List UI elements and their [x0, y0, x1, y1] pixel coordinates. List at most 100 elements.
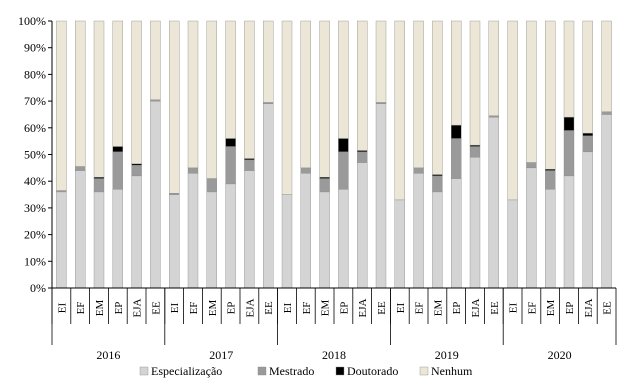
- y-tick-label: 10%: [24, 254, 46, 268]
- legend-label: Doutorado: [347, 364, 398, 378]
- bar-segment-mestrado: [319, 178, 330, 193]
- x-category-label: EP: [338, 302, 350, 315]
- bar-segment-especializa-o: [488, 116, 499, 289]
- bar-segment-especializa-o: [582, 151, 593, 289]
- legend-swatch: [335, 366, 345, 376]
- bar-segment-mestrado: [338, 151, 349, 190]
- x-category-label: EF: [75, 302, 87, 315]
- bar-segment-doutorado: [244, 158, 255, 161]
- x-category-label: EM: [94, 300, 106, 317]
- y-tick-label: 100%: [18, 14, 46, 28]
- legend-swatch: [257, 366, 267, 376]
- bar-segment-especializa-o: [112, 189, 124, 289]
- bar-segment-nenhum: [451, 20, 462, 126]
- bar-segment-mestrado: [244, 159, 255, 171]
- x-category-label: EP: [113, 302, 125, 315]
- x-category-label: EM: [545, 300, 557, 317]
- bar-segment-nenhum: [319, 20, 330, 178]
- x-category-label: EE: [376, 301, 388, 315]
- x-category-label: EE: [263, 301, 275, 315]
- bar-segment-especializa-o: [375, 103, 387, 289]
- x-category-label: EJA: [132, 298, 144, 317]
- x-axis: EI EF EM EP EJA EE EI EF EM EP EJA EE EI EF EM EP EJA EE E…: [51, 287, 617, 362]
- bar-segment-especializa-o: [263, 103, 274, 289]
- x-category-label: EI: [56, 302, 68, 313]
- bar-segment-doutorado: [469, 144, 481, 147]
- bar-segment-especializa-o: [300, 172, 311, 289]
- bar-segment-especializa-o: [563, 175, 575, 289]
- legend: Especialização Mestrado Doutorado Nenhum: [139, 364, 473, 378]
- x-category-label: EF: [301, 302, 313, 315]
- x-category-label: EM: [320, 300, 332, 317]
- x-category-label: EJA: [244, 298, 256, 317]
- bar-segment-especializa-o: [394, 199, 405, 289]
- bar-segment-nenhum: [469, 20, 481, 146]
- bar-segment-nenhum: [168, 20, 180, 194]
- bar-segment-mestrado: [451, 138, 462, 179]
- legend-label: Mestrado: [269, 364, 314, 378]
- x-category-label: EF: [188, 302, 200, 315]
- bar-segment-nenhum: [131, 20, 142, 165]
- y-tick-label: 70%: [24, 94, 46, 108]
- bar-segment-mestrado: [263, 102, 274, 104]
- legend-swatch: [139, 366, 149, 376]
- bar-segment-mestrado: [112, 151, 124, 190]
- x-category-label: EI: [282, 302, 294, 313]
- bar-segment-doutorado: [93, 176, 105, 179]
- bar-segment-especializa-o: [168, 194, 180, 289]
- bar-segment-nenhum: [112, 20, 124, 147]
- bar-segment-mestrado: [582, 135, 593, 153]
- bar-segment-mestrado: [187, 167, 199, 174]
- legend-label: Especialização: [151, 364, 222, 378]
- bar-segment-mestrado: [206, 178, 218, 193]
- bar-segment-especializa-o: [93, 191, 105, 289]
- bar-segment-nenhum: [244, 20, 255, 159]
- x-group-label: 2020: [548, 348, 572, 362]
- bar-segment-especializa-o: [281, 194, 293, 289]
- bar-segment-nenhum: [56, 20, 67, 191]
- bar-segment-mestrado: [74, 166, 86, 171]
- bar-segment-nenhum: [545, 20, 556, 170]
- bar-segment-especializa-o: [131, 175, 142, 289]
- y-tick-label: 0%: [30, 281, 46, 295]
- x-category-label: EP: [451, 302, 463, 315]
- bars: [56, 20, 612, 289]
- y-tick-label: 40%: [24, 174, 46, 188]
- bar-segment-nenhum: [206, 20, 218, 179]
- bar-segment-especializa-o: [244, 170, 255, 289]
- x-category-label: EP: [226, 302, 238, 315]
- x-category-label: EF: [526, 302, 538, 315]
- bar-segment-especializa-o: [74, 170, 86, 289]
- bar-segment-nenhum: [432, 20, 443, 175]
- bar-segment-nenhum: [563, 20, 575, 118]
- y-tick-label: 30%: [24, 201, 46, 215]
- bar-segment-mestrado: [563, 130, 575, 177]
- bar-segment-mestrado: [545, 170, 556, 190]
- x-group-label: 2016: [96, 348, 120, 362]
- bar-segment-especializa-o: [56, 191, 67, 289]
- bar-segment-nenhum: [150, 20, 161, 100]
- y-tick-label: 90%: [24, 41, 46, 55]
- x-category-label: EJA: [583, 298, 595, 317]
- bar-segment-nenhum: [74, 20, 86, 167]
- y-axis: 0% 10% 20% 30% 40% 50% 60% 70% 80% 90% 100%: [18, 14, 53, 295]
- bar-segment-especializa-o: [601, 114, 612, 289]
- bar-segment-especializa-o: [338, 189, 349, 289]
- y-tick-label: 60%: [24, 121, 46, 135]
- bar-segment-especializa-o: [507, 199, 518, 289]
- x-category-label: EJA: [357, 298, 369, 317]
- bar-segment-especializa-o: [225, 183, 236, 289]
- bar-segment-doutorado: [112, 146, 124, 153]
- x-category-label: EI: [508, 302, 520, 313]
- bar-segment-especializa-o: [319, 191, 330, 289]
- bar-segment-especializa-o: [206, 191, 218, 289]
- x-category-label: EM: [432, 300, 444, 317]
- bar-segment-doutorado: [545, 168, 556, 171]
- bar-segment-especializa-o: [187, 172, 199, 289]
- bar-segment-especializa-o: [432, 191, 443, 289]
- bar-segment-nenhum: [225, 20, 236, 139]
- bar-segment-nenhum: [488, 20, 499, 116]
- x-category-label: EE: [489, 301, 501, 315]
- bar-segment-mestrado: [488, 115, 499, 118]
- bar-segment-mestrado: [526, 162, 537, 169]
